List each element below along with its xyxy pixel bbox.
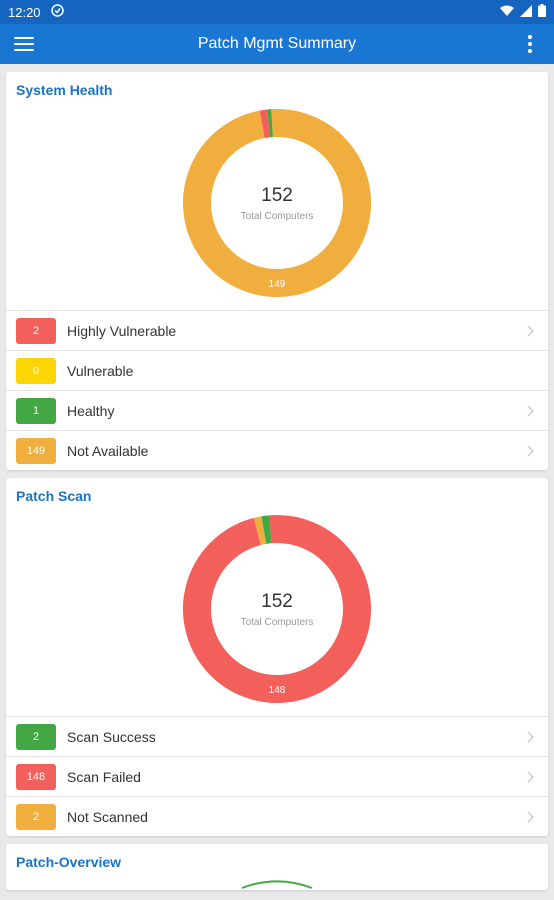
list-item[interactable]: 148 Scan Failed [6, 756, 548, 796]
donut-segment[interactable] [261, 515, 272, 544]
list-item[interactable]: 149 Not Available [6, 430, 548, 470]
notification-icon [50, 4, 64, 20]
item-label: Highly Vulnerable [67, 322, 177, 339]
count-badge: 2 [16, 317, 56, 344]
chevron-right-icon [522, 324, 534, 337]
donut-segment[interactable] [259, 109, 271, 139]
patch-scan-card: Patch Scan 148 152 Total Computers 2 Sca… [6, 478, 548, 836]
donut-segment[interactable] [253, 516, 267, 546]
patch-overview-donut [6, 874, 548, 890]
list-item[interactable]: 1 Healthy [6, 390, 548, 430]
item-label: Scan Success [67, 728, 156, 745]
patch-overview-card: Patch-Overview [6, 844, 548, 890]
segment-value-label: 148 [269, 685, 286, 696]
app-toolbar: Patch Mgmt Summary [0, 24, 554, 64]
card-title: Patch Scan [16, 488, 92, 504]
battery-icon [538, 4, 546, 20]
count-badge: 0 [16, 357, 56, 384]
item-label: Scan Failed [67, 768, 141, 785]
chevron-right-icon [522, 730, 534, 743]
list-item[interactable]: 2 Highly Vulnerable [6, 310, 548, 350]
donut-segment[interactable] [183, 109, 371, 297]
status-time: 12:20 [8, 4, 41, 20]
chevron-right-icon [522, 444, 534, 457]
item-label: Not Available [67, 442, 149, 459]
item-label: Vulnerable [67, 362, 134, 379]
card-title: Patch-Overview [16, 854, 122, 870]
patch-scan-donut[interactable]: 148 152 Total Computers [182, 514, 372, 704]
chevron-right-icon [522, 770, 534, 783]
system-health-donut[interactable]: 149 152 Total Computers [182, 108, 372, 298]
item-label: Not Scanned [67, 808, 148, 825]
status-bar: 12:20 [0, 0, 554, 24]
page-title: Patch Mgmt Summary [197, 35, 357, 52]
list-item[interactable]: 2 Not Scanned [6, 796, 548, 836]
count-badge: 2 [16, 723, 56, 750]
chevron-right-icon [522, 404, 534, 417]
donut-segment[interactable] [183, 515, 371, 703]
count-badge: 148 [16, 763, 56, 790]
menu-icon[interactable] [14, 37, 34, 51]
signal-icon [520, 4, 532, 20]
list-item: 0 Vulnerable [6, 350, 548, 390]
chevron-right-icon [522, 810, 534, 823]
item-label: Healthy [67, 402, 115, 419]
card-title: System Health [16, 82, 113, 98]
count-badge: 2 [16, 803, 56, 830]
segment-value-label: 149 [269, 279, 286, 290]
count-badge: 1 [16, 397, 56, 424]
more-options-icon[interactable] [520, 35, 540, 53]
count-badge: 149 [16, 437, 56, 464]
wifi-icon [500, 5, 514, 20]
system-health-card: System Health 149 152 Total Computers 2 … [6, 72, 548, 470]
list-item[interactable]: 2 Scan Success [6, 716, 548, 756]
